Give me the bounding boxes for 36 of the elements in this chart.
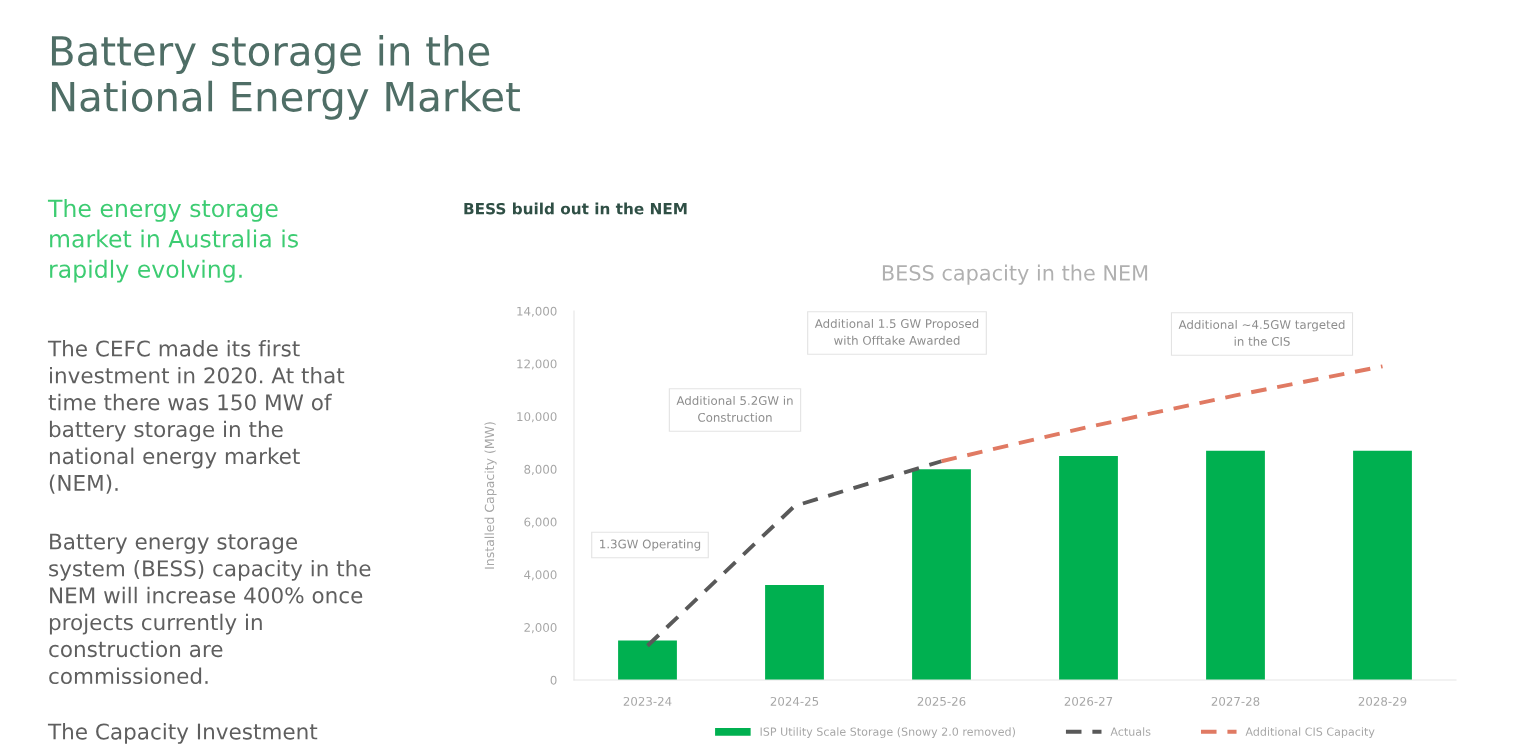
- text: The Capacity Investment: [47, 723, 318, 744]
- y-tick-label: 2,000: [524, 623, 557, 634]
- annotation: 1.3GW Operating: [600, 539, 701, 551]
- x-tick-label: 2024-25: [770, 696, 819, 706]
- text: Battery energy storage system (BESS) capacity in the NEM will increase 400% once projects currently in construction are commissioned.: [49, 533, 371, 685]
- y-axis-title: Installed Capacity (MW): [484, 422, 497, 569]
- line-series: [939, 364, 1385, 464]
- y-tick-label: 4,000: [524, 570, 557, 581]
- y-tick-label: 6,000: [524, 517, 557, 528]
- bar: [1059, 455, 1118, 680]
- x-tick-label: 2026-27: [1064, 696, 1113, 706]
- bar: [1353, 450, 1412, 680]
- chart-subtitle: BESS build out in the NEM: [464, 202, 687, 215]
- bar: [1206, 450, 1265, 680]
- chart-title: BESS capacity in the NEM: [882, 264, 1148, 285]
- annotation: Additional ~4.5GW targeted in the CIS: [1178, 319, 1345, 346]
- x-tick-label: 2025-26: [917, 696, 966, 706]
- x-tick-label: 2028-29: [1358, 696, 1407, 706]
- y-tick-label: 0: [550, 675, 557, 685]
- legend-label: Additional CIS Capacity: [1245, 727, 1375, 738]
- annotation: Additional 5.2GW in Construction: [676, 395, 793, 422]
- text: The energy storage market in Australia is rapidly evolving.: [47, 199, 298, 283]
- y-tick-label: 8,000: [524, 464, 557, 475]
- text: The CEFC made its first investment in 2020. At that time there was 150 MW of battery storage in the national energy market (NEM).: [47, 340, 345, 494]
- y-tick-label: 14,000: [517, 306, 557, 317]
- y-tick-label: 12,000: [517, 359, 557, 370]
- y-tick-label: 10,000: [517, 412, 557, 423]
- annotation: Additional 1.5 GW Proposed with Offtake Awarded: [814, 318, 979, 345]
- bar: [618, 640, 677, 680]
- bar: [765, 585, 824, 680]
- legend-label: Actuals: [1110, 727, 1151, 736]
- x-tick-label: 2023-24: [623, 696, 672, 706]
- text: Battery storage in the National Energy Market: [51, 35, 520, 120]
- bar: [912, 469, 971, 680]
- legend-label: ISP Utility Scale Storage (Snowy 2.0 removed): [760, 727, 1015, 738]
- x-tick-label: 2027-28: [1211, 696, 1260, 706]
